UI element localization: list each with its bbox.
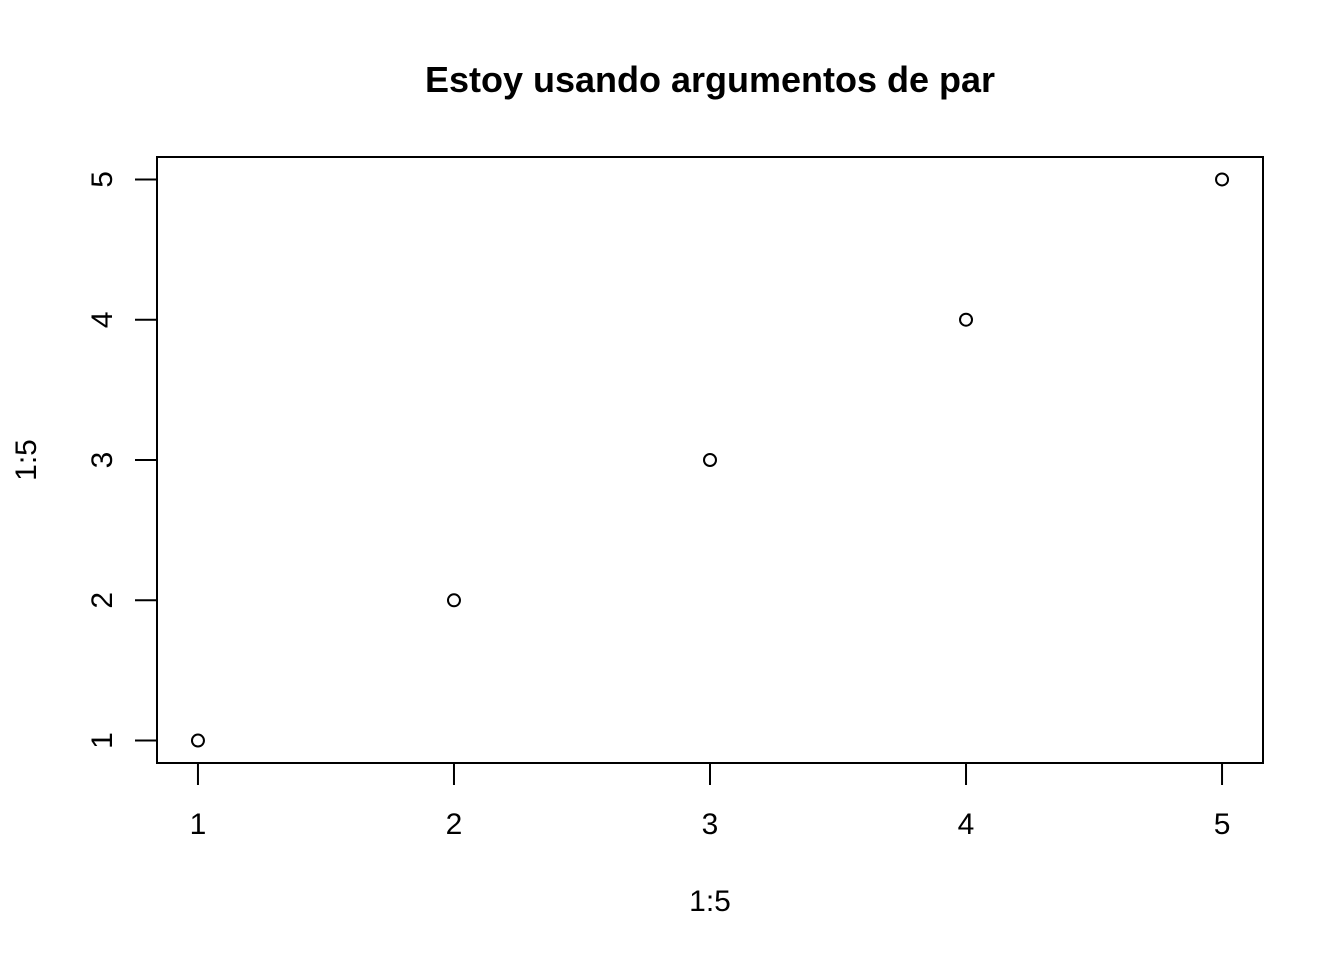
x-tick-label: 4 xyxy=(958,808,975,841)
x-axis: 1 2 3 4 5 xyxy=(190,762,1231,841)
y-tick-label: 2 xyxy=(86,592,119,609)
y-tick-label: 4 xyxy=(86,311,119,328)
y-tick-label: 3 xyxy=(86,452,119,469)
data-points xyxy=(190,172,1230,748)
data-point xyxy=(190,733,205,748)
chart-title: Estoy usando argumentos de par xyxy=(425,59,995,100)
y-tick-label: 1 xyxy=(86,732,119,749)
x-tick-label: 5 xyxy=(1214,808,1231,841)
data-point xyxy=(446,593,461,608)
x-tick-label: 2 xyxy=(446,808,463,841)
x-tick-label: 1 xyxy=(190,808,207,841)
data-point xyxy=(959,312,974,327)
data-point xyxy=(703,453,717,467)
y-axis: 1 2 3 4 5 xyxy=(86,171,158,749)
data-point xyxy=(1215,172,1230,187)
plot-area-border xyxy=(156,156,1264,764)
x-axis-label: 1:5 xyxy=(689,885,731,918)
x-tick-label: 3 xyxy=(702,808,719,841)
y-axis-label: 1:5 xyxy=(10,439,43,481)
y-tick-label: 5 xyxy=(86,171,119,188)
